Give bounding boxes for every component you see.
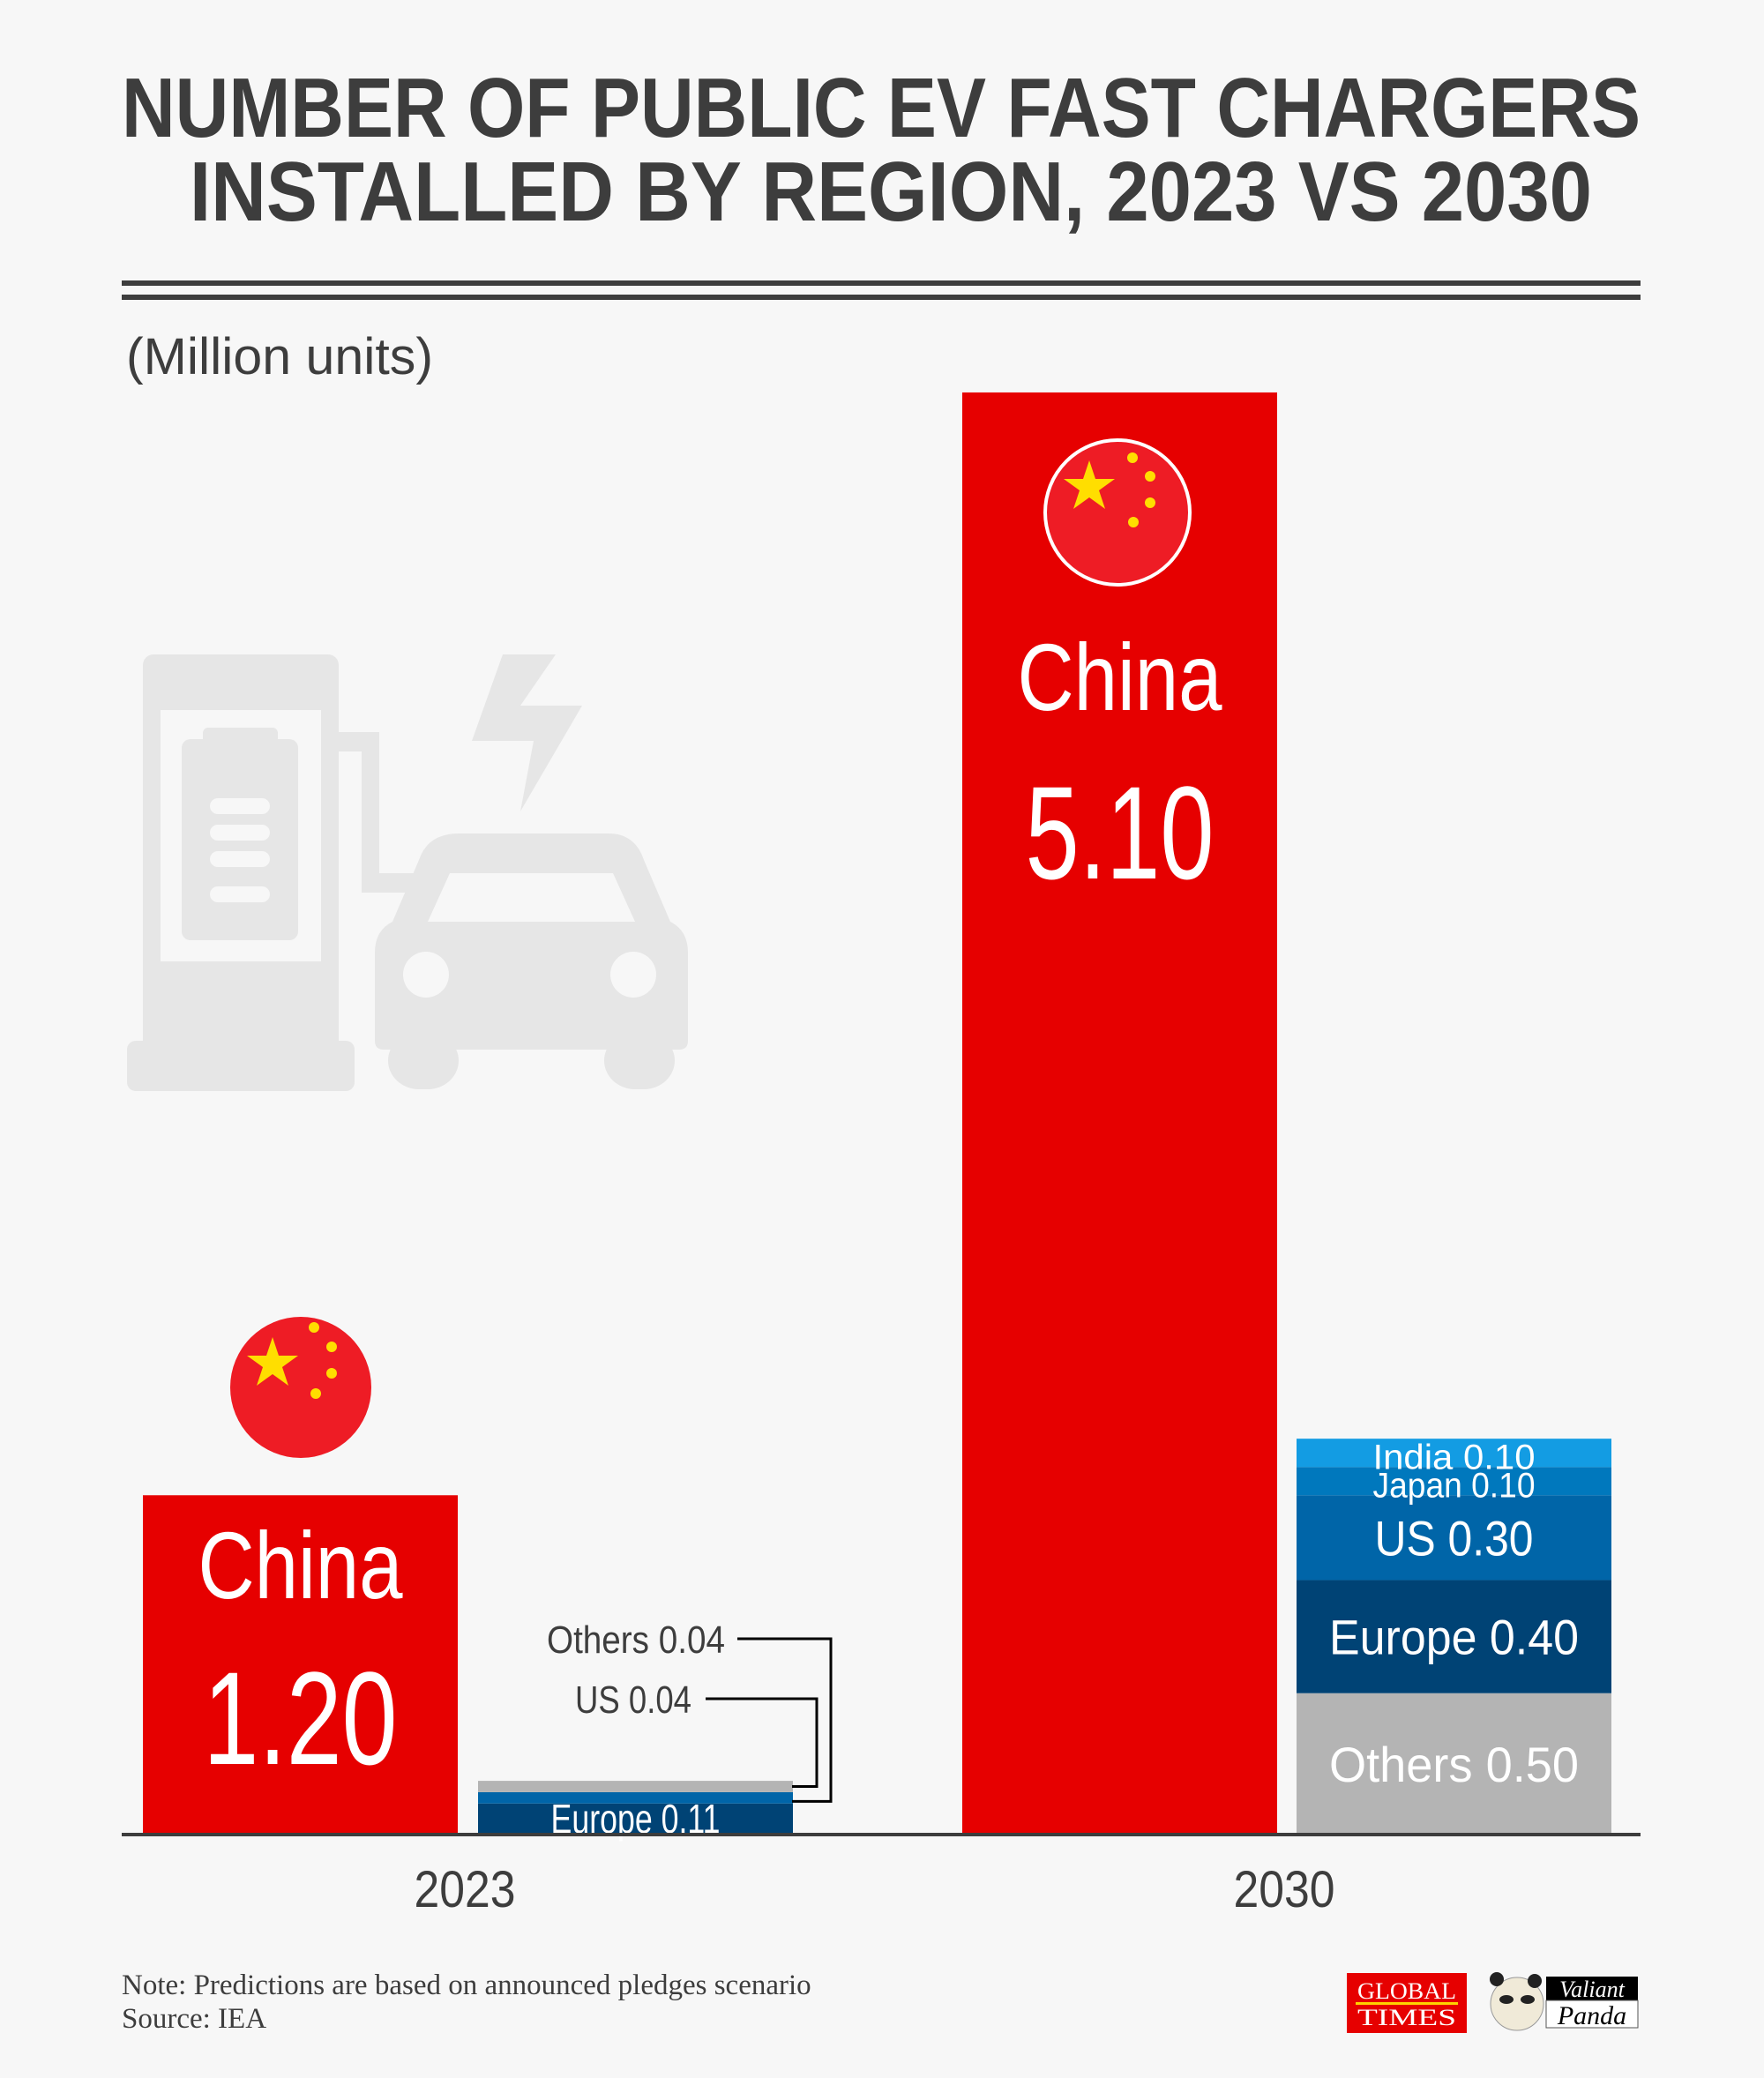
label-india-2030: India 0.10 [1373, 1439, 1536, 1477]
callout-others-2023: Others 0.04 [547, 1618, 725, 1662]
bar-japan-2030 [1297, 1467, 1611, 1496]
bar-us-2023 [478, 1791, 793, 1804]
bar-label-china-2030: China [1018, 624, 1223, 730]
unit-label: (Million units) [126, 328, 433, 385]
bar-others-2030 [1297, 1693, 1611, 1835]
label-us-2030: US 0.30 [1375, 1511, 1534, 1566]
title-line-2: INSTALLED BY REGION, 2023 VS 2030 [190, 145, 1592, 239]
x-tick-2030: 2030 [1234, 1861, 1335, 1918]
svg-text:Valiant: Valiant [1559, 1977, 1625, 2002]
x-tick-2023: 2023 [415, 1861, 516, 1918]
label-japan-2030: Japan 0.10 [1373, 1467, 1536, 1506]
svg-text:GLOBAL: GLOBAL [1357, 1978, 1456, 2004]
bar-label-china-2023: China [198, 1512, 404, 1618]
bar-others-2023 [478, 1781, 793, 1792]
leader-line-us-2023 [706, 1697, 818, 1788]
global-times-logo: GLOBAL TIMES [1347, 1973, 1467, 2033]
svg-text:Panda: Panda [1557, 2001, 1626, 2030]
china-flag-icon-2030 [1043, 438, 1192, 587]
bar-value-china-2023: 1.20 [204, 1644, 398, 1792]
bar-europe-2023 [478, 1803, 793, 1835]
x-axis-baseline [122, 1833, 1641, 1836]
label-others-2030: Others 0.50 [1329, 1737, 1579, 1792]
bar-value-china-2030: 5.10 [1026, 759, 1215, 907]
bar-china-2030 [962, 392, 1277, 1835]
title-rule-bottom [122, 295, 1641, 300]
bar-china-2023 [143, 1495, 458, 1835]
source-text: Source: IEA [122, 2003, 266, 2035]
label-europe-2030: Europe 0.40 [1329, 1610, 1579, 1665]
bar-europe-2030 [1297, 1580, 1611, 1693]
title-rule-top [122, 280, 1641, 286]
china-flag-icon-2023 [230, 1317, 371, 1458]
bar-india-2030 [1297, 1439, 1611, 1468]
valiant-panda-logo: Valiant Panda [1490, 1972, 1639, 2031]
callout-us-2023: US 0.04 [575, 1678, 691, 1722]
title-line-1: NUMBER OF PUBLIC EV FAST CHARGERS [122, 61, 1641, 155]
leader-line-others-2023 [737, 1637, 833, 1803]
note-text: Note: Predictions are based on announced… [122, 1970, 811, 2001]
svg-text:TIMES: TIMES [1357, 2005, 1456, 2030]
bar-us-2030 [1297, 1495, 1611, 1581]
ev-charger-icon [127, 654, 688, 1091]
